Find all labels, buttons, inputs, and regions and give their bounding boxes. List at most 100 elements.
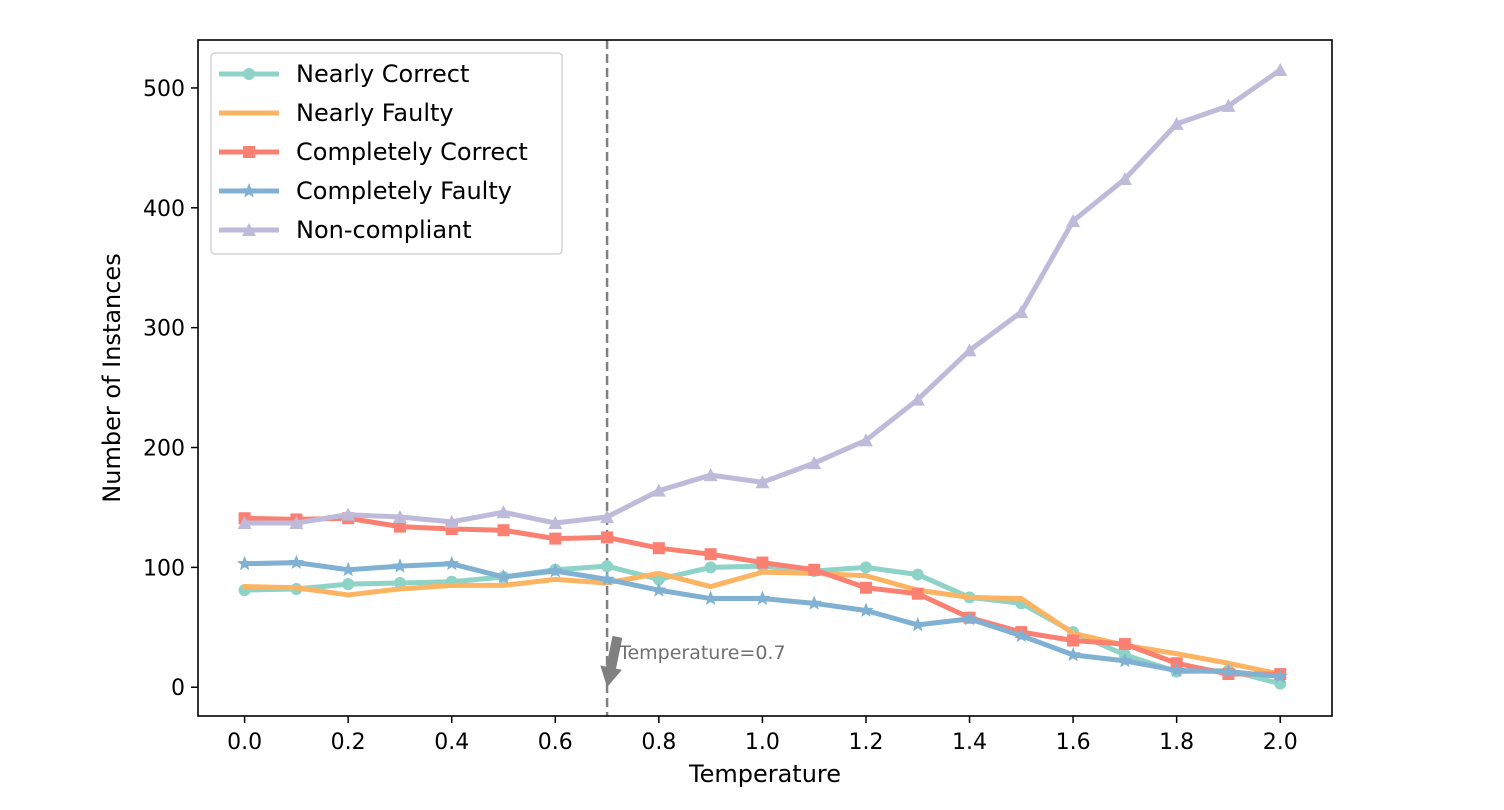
data-point — [1065, 646, 1081, 662]
data-point — [703, 590, 719, 606]
x-tick-label: 2.0 — [1263, 730, 1298, 755]
legend-label: Completely Faulty — [296, 177, 512, 205]
legend-marker — [243, 68, 255, 80]
data-point — [1169, 116, 1184, 130]
data-point — [599, 571, 615, 586]
data-point — [859, 581, 872, 594]
legend-label: Nearly Faulty — [296, 99, 454, 127]
data-point — [495, 568, 512, 584]
x-tick-label: 1.6 — [1056, 730, 1091, 755]
data-point — [496, 505, 511, 519]
data-point — [444, 514, 459, 528]
data-point — [858, 602, 874, 617]
data-point — [1118, 638, 1131, 651]
data-point — [911, 568, 924, 581]
legend-entry-0: Nearly Correct — [219, 60, 469, 88]
data-point — [548, 516, 563, 530]
data-point — [444, 555, 460, 571]
axes: 0.0 0.2 0.4 0.6 0.8 1.0 1.2 1.4 1.6 1.8 2.0 0 100 200… — [143, 39, 1333, 755]
legend-label: Nearly Correct — [296, 60, 469, 88]
x-tick-label: 0.6 — [538, 730, 573, 755]
legend-label: Non-compliant — [296, 216, 472, 244]
data-point — [961, 610, 978, 626]
y-tick-label: 500 — [143, 77, 185, 102]
data-point — [858, 433, 873, 447]
legend-entry-3: Completely Faulty — [219, 177, 512, 205]
legend: Nearly Correct Nearly Faulty Completely Co… — [210, 52, 563, 255]
data-point — [652, 542, 665, 555]
x-tick-label: 0.0 — [227, 730, 262, 755]
data-point — [289, 516, 304, 530]
x-tick-label: 1.4 — [952, 730, 987, 755]
data-point — [1169, 662, 1185, 677]
data-point — [651, 483, 666, 497]
data-point — [1221, 98, 1236, 112]
data-point — [1117, 172, 1132, 186]
data-point — [340, 561, 356, 577]
y-tick-label: 200 — [143, 437, 185, 462]
x-tick-label: 0.4 — [434, 730, 469, 755]
data-point — [859, 561, 872, 574]
data-point — [236, 555, 253, 571]
x-tick-label: 1.2 — [848, 730, 883, 755]
data-point — [962, 343, 977, 357]
data-point — [342, 578, 355, 591]
data-point — [1013, 627, 1029, 643]
x-tick-label: 0.2 — [331, 730, 366, 755]
data-point — [910, 616, 926, 632]
data-point — [1273, 62, 1288, 76]
data-point — [651, 582, 667, 597]
data-point — [601, 560, 614, 573]
x-tick-label: 1.0 — [745, 730, 780, 755]
data-point — [393, 576, 406, 589]
legend-entry-1: Nearly Faulty — [219, 99, 454, 127]
data-point — [237, 516, 252, 530]
plot-area: Temperature=0.7 — [236, 40, 1288, 716]
legend-entry-2: Completely Correct — [219, 138, 528, 166]
annotation-label: Temperature=0.7 — [618, 642, 786, 664]
data-point — [704, 548, 717, 561]
data-point — [808, 563, 821, 576]
y-tick-label: 300 — [143, 317, 185, 342]
data-point — [1014, 305, 1029, 319]
x-tick-label: 0.8 — [641, 730, 676, 755]
data-point — [910, 392, 925, 406]
data-point — [547, 562, 563, 578]
data-point — [1117, 652, 1133, 668]
data-point — [754, 590, 771, 606]
legend-box — [210, 52, 563, 255]
data-point — [601, 531, 614, 544]
data-point — [806, 595, 822, 610]
data-point — [341, 507, 356, 521]
data-point — [703, 468, 718, 482]
data-point — [1066, 213, 1081, 227]
y-tick-label: 400 — [143, 197, 185, 222]
series-4 — [237, 62, 1288, 530]
y-tick-label: 100 — [143, 556, 185, 581]
data-point — [288, 554, 304, 570]
legend-label: Completely Correct — [296, 138, 528, 166]
data-point — [497, 524, 510, 537]
data-point — [911, 587, 924, 600]
data-point — [549, 532, 562, 545]
legend-marker — [243, 146, 255, 158]
data-point — [1272, 668, 1288, 683]
annotation-arrow — [600, 635, 623, 688]
data-point — [392, 510, 407, 524]
plot-frame — [197, 39, 1333, 717]
legend-marker — [242, 223, 256, 236]
x-tick-label: 1.8 — [1159, 730, 1194, 755]
data-point — [393, 520, 406, 533]
x-axis-label: Temperature — [688, 760, 841, 788]
legend-marker — [241, 183, 257, 198]
series-0 — [238, 560, 1287, 690]
data-point — [755, 475, 770, 489]
series-3 — [236, 554, 1288, 683]
y-axis-label: Number of Instances — [98, 253, 126, 502]
data-point — [392, 558, 408, 573]
data-point — [1220, 663, 1237, 679]
y-tick-label: 0 — [171, 676, 185, 701]
legend-entry-4: Non-compliant — [219, 216, 472, 244]
data-point — [704, 561, 717, 574]
